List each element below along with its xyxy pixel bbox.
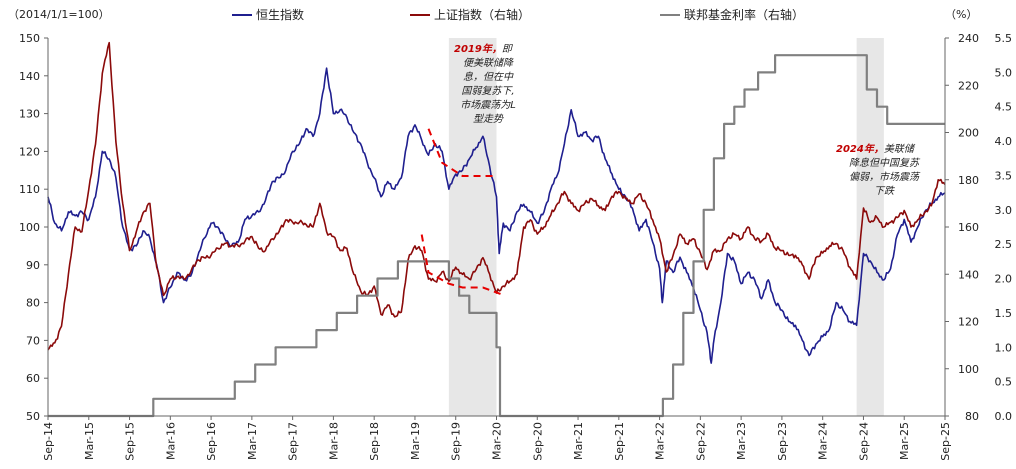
legend-label-sse: 上证指数（右轴） <box>434 7 530 22</box>
x-tick-label: Mar-16 <box>164 422 177 460</box>
legend-label-fedfunds: 联邦基金利率（右轴） <box>684 7 804 22</box>
x-tick-label: Sep-14 <box>42 422 55 461</box>
x-tick-label: Mar-23 <box>735 422 748 460</box>
x-tick-label: Mar-15 <box>83 422 96 460</box>
axes: 50 60 70 80 90 100 110 120 130 140 150 80 100 120 140 1… <box>19 32 1012 461</box>
dashed-guide-1 <box>420 234 504 296</box>
annotation-2019-text-4: 市场震荡为L <box>460 99 516 111</box>
left-tick-label: 140 <box>19 70 40 83</box>
left-tick-label: 150 <box>19 32 40 45</box>
x-tick-label: Mar-21 <box>572 422 585 460</box>
left-tick-label: 90 <box>26 259 40 272</box>
x-tick-label: Mar-18 <box>327 422 340 460</box>
annotation-2024-text-1: 降息但中国复苏 <box>849 157 921 169</box>
left-tick-label: 80 <box>26 297 40 310</box>
x-tick-label: Sep-24 <box>857 422 870 461</box>
annotation-2019-text-5: 型走势 <box>473 113 504 125</box>
right-rate-tick-label: 5.5 <box>995 32 1013 45</box>
annotation-2024-text-3: 下跌 <box>874 185 895 197</box>
annotation-2024-line-1: 2024年，美联储 <box>836 143 916 155</box>
right-rate-tick-label: 3.0 <box>995 204 1013 217</box>
left-tick-label: 110 <box>19 183 40 196</box>
right-rate-tick-label: 1.5 <box>995 307 1013 320</box>
annotation-2019-year: 2019年， <box>454 43 502 55</box>
left-tick-label: 60 <box>26 372 40 385</box>
annotation-2024: 2024年，美联储 降息但中国复苏 偏弱，市场震荡 下跌 <box>836 143 921 197</box>
annotation-2019-text-0: 即 <box>502 44 514 55</box>
annotation-2019-text-2: 息，但在中 <box>463 71 514 83</box>
x-tick-label: Mar-22 <box>654 422 667 460</box>
right-rate-tick-label: 4.5 <box>995 101 1013 114</box>
dashed-guide-0 <box>427 128 497 177</box>
left-tick-label: 70 <box>26 334 40 347</box>
right-index-tick-label: 200 <box>958 127 979 140</box>
left-tick-label: 100 <box>19 221 40 234</box>
x-tick-label: Sep-16 <box>205 422 218 461</box>
shaded-periods <box>448 38 884 416</box>
x-tick-label: Sep-22 <box>694 422 707 461</box>
right-index-tick-label: 220 <box>958 79 979 92</box>
annotation-2019: 2019年，即 便美联储降 息，但在中 国弱复苏下, 市场震荡为L 型走势 <box>454 43 516 125</box>
left-tick-label: 120 <box>19 145 40 158</box>
x-tick-label: Sep-19 <box>450 422 463 461</box>
right-rate-tick-label: 4.0 <box>995 135 1013 148</box>
shaded-period-1 <box>856 38 884 416</box>
x-tick-label: Mar-20 <box>491 422 504 460</box>
right-index-tick-label: 140 <box>958 268 979 281</box>
legend-label-hsi: 恒生指数 <box>256 7 304 22</box>
right-rate-tick-label: 5.0 <box>995 66 1013 79</box>
dashed-guides <box>420 128 504 296</box>
annotation-2024-text-2: 偏弱，市场震荡 <box>849 171 921 183</box>
right-index-tick-label: 160 <box>958 221 979 234</box>
annotation-2019-text-3: 国弱复苏下, <box>461 85 514 97</box>
right-index-tick-label: 120 <box>958 316 979 329</box>
x-tick-label: Mar-19 <box>409 422 422 460</box>
right-rate-tick-label: 3.5 <box>995 169 1013 182</box>
right-index-tick-label: 80 <box>965 410 979 423</box>
annotation-2024-year: 2024年， <box>836 143 884 155</box>
left-tick-label: 130 <box>19 108 40 121</box>
x-tick-label: Mar-25 <box>898 422 911 460</box>
x-tick-label: Sep-17 <box>287 422 300 461</box>
shaded-period-0 <box>448 38 497 416</box>
left-tick-label: 50 <box>26 410 40 423</box>
legend: 恒生指数 上证指数（右轴） 联邦基金利率（右轴） <box>232 7 804 22</box>
right-rate-tick-label: 0.0 <box>995 410 1013 423</box>
annotation-2024-text-0: 美联储 <box>884 143 916 155</box>
annotation-2019-line-1: 2019年，即 <box>454 43 514 55</box>
right-index-tick-label: 180 <box>958 174 979 187</box>
right-rate-tick-label: 1.0 <box>995 341 1013 354</box>
left-axis-note: （2014/1/1=100） <box>8 8 110 21</box>
right-rate-tick-label: 2.5 <box>995 238 1013 251</box>
right-rate-tick-label: 0.5 <box>995 376 1013 389</box>
x-tick-label: Sep-23 <box>776 422 789 461</box>
right-index-tick-label: 240 <box>958 32 979 45</box>
x-tick-label: Sep-20 <box>531 422 544 461</box>
annotation-2019-text-1: 便美联储降 <box>463 57 514 69</box>
x-tick-label: Sep-18 <box>368 422 381 461</box>
x-tick-label: Mar-17 <box>246 422 259 460</box>
right-index-tick-label: 100 <box>958 363 979 376</box>
x-tick-label: Sep-15 <box>124 422 137 461</box>
x-tick-label: Sep-21 <box>613 422 626 461</box>
x-tick-label: Mar-24 <box>817 422 830 460</box>
x-tick-label: Sep-25 <box>939 422 952 461</box>
series-line-0 <box>47 67 946 364</box>
right-axis-note: （%） <box>945 8 977 21</box>
right-rate-tick-label: 2.0 <box>995 273 1013 286</box>
